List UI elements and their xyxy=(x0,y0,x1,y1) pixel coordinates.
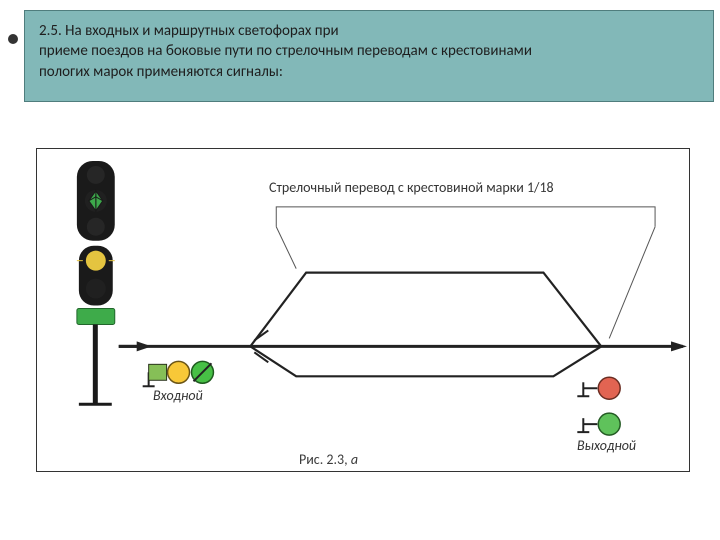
tall-signal xyxy=(77,161,115,404)
page-root: 2.5. На входных и маршрутных светофорах … xyxy=(0,0,720,540)
slide-bullet xyxy=(8,34,18,44)
caption-prefix: Рис. 2.3, xyxy=(299,451,351,468)
exit-label: Выходной xyxy=(577,437,636,454)
entry-label: Входной xyxy=(153,387,203,404)
header-text: 2.5. На входных и маршрутных светофорах … xyxy=(39,21,699,82)
figure-caption: Рис. 2.3, а xyxy=(299,451,358,468)
diagram-box: Стрелочный перевод с крестовиной марки 1… xyxy=(36,148,690,472)
header-line3: пологих марок применяются сигналы: xyxy=(39,63,283,81)
header-box: 2.5. На входных и маршрутных светофорах … xyxy=(24,10,714,102)
header-line2: приеме поездов на боковые пути по стрело… xyxy=(39,42,532,60)
exit-signals xyxy=(577,377,620,435)
caption-letter: а xyxy=(351,451,358,468)
switch-label: Стрелочный перевод с крестовиной марки 1… xyxy=(269,179,554,196)
track-diagram xyxy=(37,149,689,472)
entry-small-signal xyxy=(143,361,214,386)
header-line1: 2.5. На входных и маршрутных светофорах … xyxy=(39,22,339,40)
